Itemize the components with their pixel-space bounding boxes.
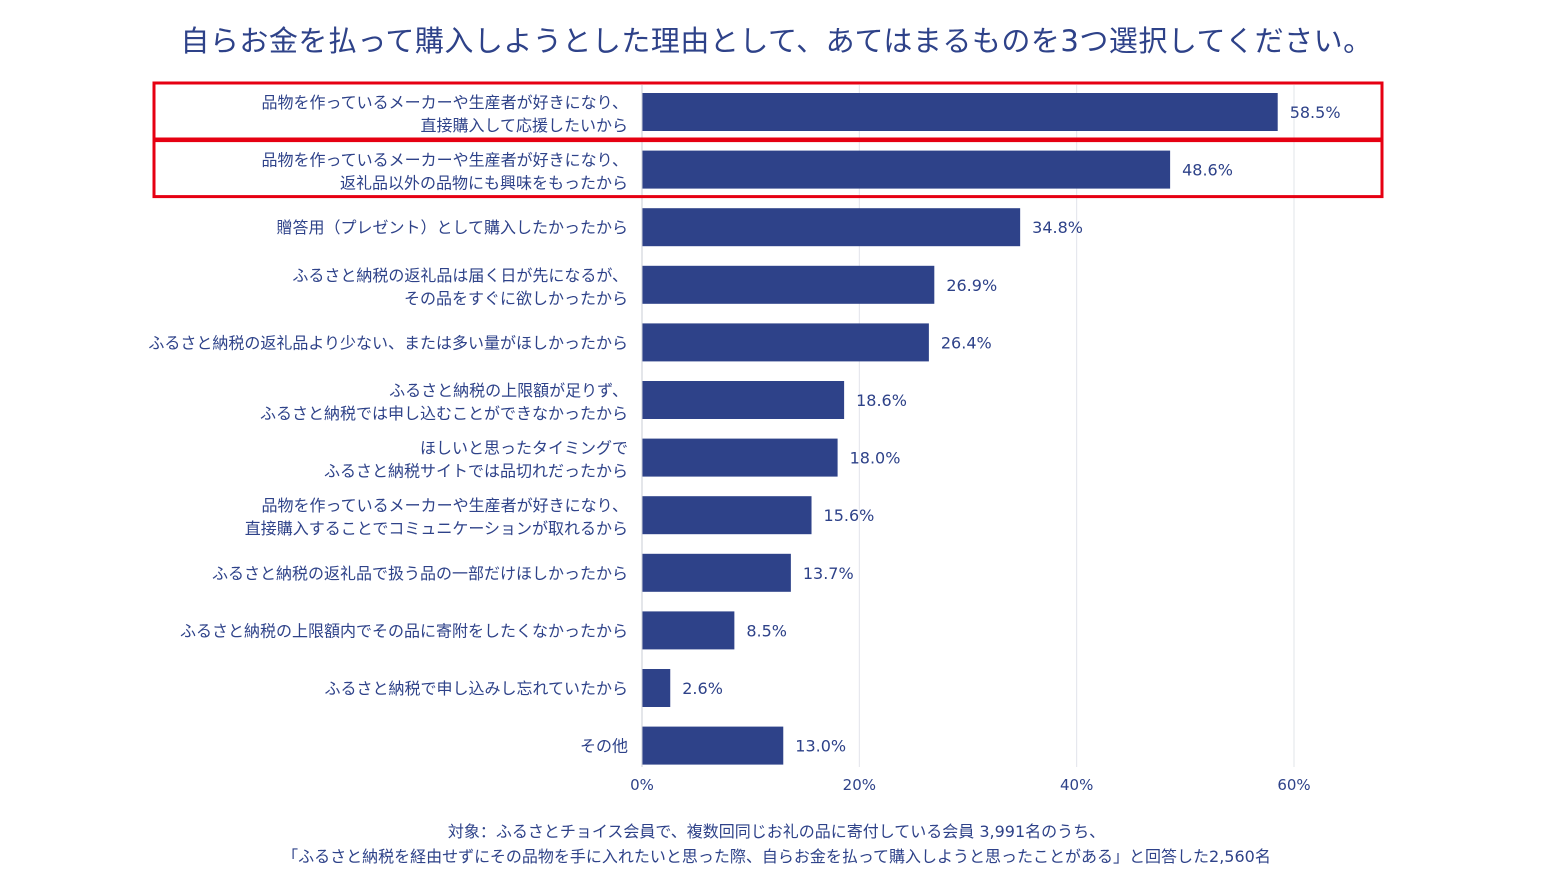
category-label-3-1: その品をすぐに欲しかったから — [404, 289, 628, 308]
category-label-5-0: ふるさと納税の上限額が足りず、 — [389, 381, 628, 400]
x-tick-label-3: 60% — [1277, 776, 1310, 794]
value-label-9: 8.5% — [746, 621, 787, 640]
category-label-2-0: 贈答用（プレゼント）として購入したかったから — [276, 218, 628, 237]
category-label-7-1: 直接購入することでコミュニケーションが取れるから — [245, 519, 628, 538]
value-label-0: 58.5% — [1290, 103, 1341, 122]
category-label-8-0: ふるさと納税の返礼品で扱う品の一部だけほしかったから — [212, 564, 628, 583]
x-tick-label-2: 40% — [1060, 776, 1093, 794]
value-label-1: 48.6% — [1182, 161, 1233, 180]
value-label-2: 34.8% — [1032, 218, 1083, 237]
category-label-10-0: ふるさと納税で申し込みし忘れていたから — [324, 679, 628, 698]
value-label-11: 13.0% — [795, 737, 846, 756]
bar-10 — [642, 669, 671, 707]
value-label-6: 18.0% — [850, 449, 901, 468]
bar-8 — [642, 553, 791, 592]
highlight-box-1 — [152, 139, 1384, 199]
category-label-6-0: ほしいと思ったタイミングで — [420, 439, 628, 458]
bar-6 — [642, 438, 838, 477]
category-label-0-1: 直接購入して応援したいから — [420, 116, 628, 135]
bar-9 — [642, 611, 735, 650]
bar-5 — [642, 381, 845, 419]
category-label-1-1: 返礼品以外の品物にも興味をもったから — [340, 174, 628, 193]
bar-3 — [642, 265, 935, 304]
x-tick-label-0: 0% — [630, 776, 654, 794]
category-label-9-0: ふるさと納税の上限額内でその品に寄附をしたくなかったから — [180, 621, 628, 640]
category-label-5-1: ふるさと納税では申し込むことができなかったから — [260, 404, 628, 423]
value-label-8: 13.7% — [803, 564, 854, 583]
footnote-line-1: 対象：ふるさとチョイス会員で、複数回同じお礼の品に寄付している会員 3,991名… — [447, 822, 1106, 841]
category-label-1-0: 品物を作っているメーカーや生産者が好きになり、 — [261, 151, 628, 170]
bar-2 — [642, 208, 1021, 247]
value-label-3: 26.9% — [946, 276, 997, 295]
value-label-10: 2.6% — [682, 679, 723, 698]
category-label-4-0: ふるさと納税の返礼品より少ない、または多い量がほしかったから — [148, 333, 628, 352]
category-label-6-1: ふるさと納税サイトでは品切れだったから — [324, 462, 628, 481]
category-label-3-0: ふるさと納税の返礼品は届く日が先になるが、 — [292, 266, 628, 285]
x-tick-label-1: 20% — [843, 776, 876, 794]
bar-11 — [642, 726, 784, 765]
value-label-7: 15.6% — [824, 506, 875, 525]
category-label-7-0: 品物を作っているメーカーや生産者が好きになり、 — [261, 496, 628, 515]
chart-title: 自らお金を払って購入しようとした理由として、あてはまるものを3つ選択してください… — [180, 24, 1373, 58]
bar-1 — [642, 150, 1171, 189]
bar-0 — [642, 93, 1278, 131]
value-label-5: 18.6% — [856, 391, 907, 410]
bar-7 — [642, 496, 812, 535]
footnote-line-2: 「ふるさと納税を経由せずにその品物を手に入れたいと思った際、自らお金を払って購入… — [282, 847, 1271, 866]
value-label-4: 26.4% — [941, 333, 992, 352]
bar-4 — [642, 323, 929, 362]
category-label-11-0: その他 — [580, 737, 628, 756]
category-label-0-0: 品物を作っているメーカーや生産者が好きになり、 — [261, 93, 628, 112]
highlight-box-0 — [152, 81, 1384, 141]
